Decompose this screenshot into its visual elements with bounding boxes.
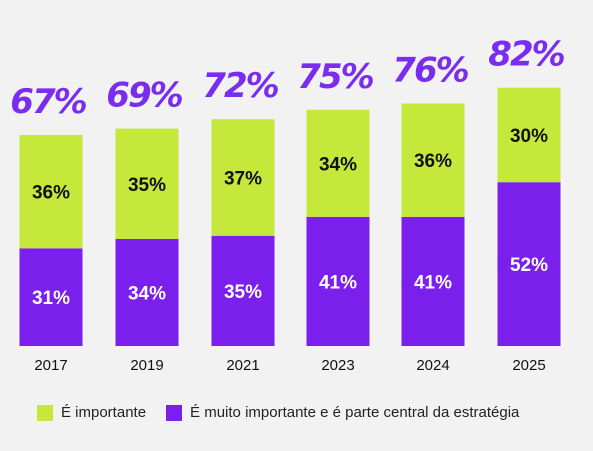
- x-tick-label-2019: 2019: [130, 357, 163, 374]
- total-label-2019: 69%: [106, 76, 182, 116]
- bar-important-2019: [115, 128, 179, 239]
- bar-important-2024: [401, 103, 465, 217]
- total-label-2023: 75%: [297, 57, 373, 97]
- bar-very-important-2024: [401, 216, 465, 346]
- data-label-very-important-2021: 35%: [224, 282, 262, 303]
- bar-important-2017: [19, 134, 83, 249]
- data-label-important-2024: 36%: [414, 151, 452, 172]
- data-label-very-important-2025: 52%: [510, 255, 548, 276]
- x-tick-label-2023: 2023: [321, 357, 354, 374]
- bar-very-important-2019: [115, 238, 179, 346]
- legend-swatch-important: [37, 404, 53, 421]
- bar-very-important-2021: [211, 235, 275, 346]
- legend: É importante É muito importante e é part…: [37, 404, 539, 421]
- total-label-2024: 76%: [392, 50, 468, 90]
- total-label-2025: 82%: [488, 35, 564, 75]
- stacked-bar-chart: 31% 36% 67% 2017 34% 35% 69% 2019 35% 37% 72% 2021 4…: [10, 35, 566, 374]
- data-label-very-important-2017: 31%: [32, 288, 70, 309]
- data-label-important-2021: 37%: [224, 168, 262, 189]
- x-tick-label-2017: 2017: [34, 357, 67, 374]
- data-label-very-important-2023: 41%: [319, 272, 357, 293]
- x-tick-label-2021: 2021: [226, 357, 259, 374]
- x-tick-label-2024: 2024: [416, 357, 449, 374]
- total-label-2017: 67%: [10, 82, 86, 122]
- bar-important-2025: [497, 87, 561, 183]
- bar-very-important-2023: [306, 216, 370, 346]
- data-label-very-important-2024: 41%: [414, 272, 452, 293]
- x-tick-label-2025: 2025: [512, 357, 545, 374]
- data-label-important-2017: 36%: [32, 183, 70, 204]
- data-label-very-important-2019: 34%: [128, 283, 166, 304]
- bar-very-important-2025: [497, 182, 561, 346]
- total-label-2021: 72%: [202, 66, 278, 106]
- legend-item-very-important: É muito importante e é parte central da …: [166, 404, 519, 421]
- legend-item-important: É importante: [37, 404, 146, 421]
- data-label-important-2025: 30%: [510, 126, 548, 147]
- legend-swatch-very-important: [166, 404, 183, 421]
- bar-very-important-2017: [19, 248, 83, 346]
- data-label-important-2023: 34%: [319, 154, 357, 175]
- bar-important-2021: [211, 119, 275, 236]
- bar-important-2023: [306, 109, 370, 217]
- legend-label-important: É importante: [61, 404, 147, 421]
- legend-label-very-important: É muito importante e é parte central da …: [190, 404, 520, 421]
- data-label-important-2019: 35%: [128, 175, 166, 196]
